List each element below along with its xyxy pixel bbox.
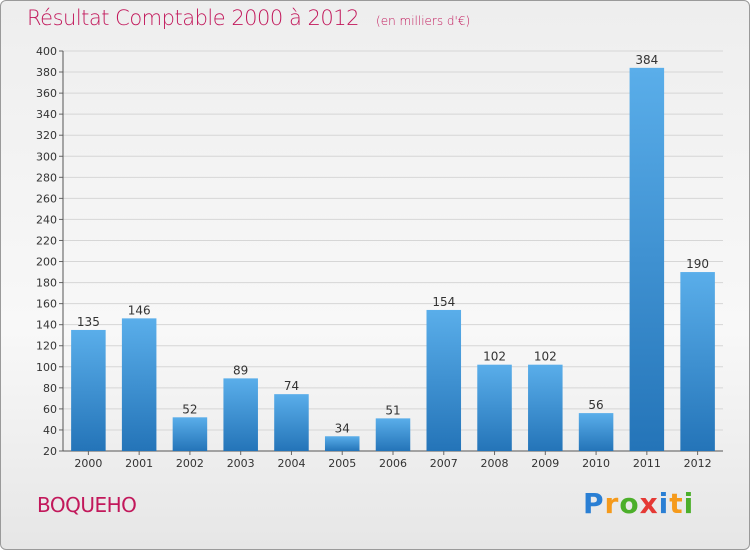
y-tick-label: 360 (36, 87, 57, 100)
x-tick-label: 2005 (328, 457, 356, 470)
logo-letter: t (669, 487, 684, 520)
bar (172, 417, 208, 451)
x-tick-label: 2007 (430, 457, 458, 470)
axes (59, 50, 723, 455)
logo-letter: x (639, 487, 659, 520)
data-label: 74 (284, 379, 299, 393)
x-tick-label: 2010 (582, 457, 610, 470)
labels: 20 40 60 80 100 120 140 160 180 200 220 240 260 280 30… (36, 45, 712, 470)
x-tick-label: 2004 (277, 457, 305, 470)
x-tick-label: 2008 (481, 457, 509, 470)
bar (629, 67, 665, 451)
y-tick-label: 60 (43, 403, 57, 416)
y-tick-label: 400 (36, 45, 57, 58)
data-label: 135 (77, 315, 100, 329)
bar (121, 318, 157, 451)
data-label: 89 (233, 363, 248, 377)
bar (680, 272, 715, 451)
x-tick-label: 2002 (176, 457, 204, 470)
y-tick-label: 40 (43, 424, 57, 437)
data-label: 384 (635, 53, 658, 67)
x-tick-label: 2006 (379, 457, 407, 470)
bar (274, 394, 309, 451)
data-label: 52 (182, 402, 197, 416)
grid-lines (63, 50, 723, 452)
title-main: Résultat Comptable 2000 à 2012 (27, 6, 359, 30)
data-label: 51 (385, 403, 400, 417)
y-tick-label: 260 (36, 192, 57, 205)
y-tick-label: 180 (36, 277, 57, 290)
x-tick-label: 2003 (227, 457, 255, 470)
logo-letter: P (583, 487, 605, 520)
y-tick-label: 280 (36, 171, 57, 184)
y-tick-label: 100 (36, 361, 57, 374)
y-tick-label: 140 (36, 319, 57, 332)
logo-letter: i (658, 487, 670, 520)
y-tick-label: 120 (36, 340, 57, 353)
x-tick-label: 2009 (531, 457, 559, 470)
bar (375, 418, 411, 451)
y-tick-label: 380 (36, 66, 57, 79)
bar (223, 378, 258, 451)
y-tick-label: 80 (43, 382, 57, 395)
bars (71, 67, 715, 451)
x-tick-label: 2011 (633, 457, 661, 470)
bar (578, 413, 614, 451)
x-tick-label: 2000 (74, 457, 102, 470)
data-label: 56 (588, 398, 603, 412)
data-label: 102 (483, 350, 506, 364)
data-label: 190 (686, 257, 709, 271)
bar (426, 309, 462, 451)
data-label: 34 (335, 421, 350, 435)
y-tick-label: 320 (36, 129, 57, 142)
data-label: 154 (432, 295, 455, 309)
y-tick-label: 200 (36, 256, 57, 269)
title-subtitle: (en milliers d'€) (376, 14, 471, 28)
y-tick-label: 20 (43, 445, 57, 458)
x-tick-label: 2001 (125, 457, 153, 470)
y-tick-label: 340 (36, 108, 57, 121)
bar (324, 436, 360, 451)
y-tick-label: 300 (36, 150, 57, 163)
bar (71, 329, 106, 451)
logo-letter: o (619, 487, 640, 520)
logo-letter: i (683, 487, 695, 520)
y-tick-label: 220 (36, 234, 57, 247)
chart-title: Résultat Comptable 2000 à 2012 (en milli… (27, 6, 470, 30)
x-tick-label: 2012 (684, 457, 712, 470)
logo-letter: r (604, 487, 620, 520)
data-label: 146 (128, 303, 151, 317)
bar (528, 364, 563, 451)
y-tick-label: 240 (36, 213, 57, 226)
commune-name: BOQUEHO (37, 493, 137, 517)
proxiti-logo[interactable]: Proxiti (583, 487, 694, 520)
bar (477, 364, 512, 451)
y-tick-label: 160 (36, 298, 57, 311)
data-label: 102 (534, 350, 557, 364)
